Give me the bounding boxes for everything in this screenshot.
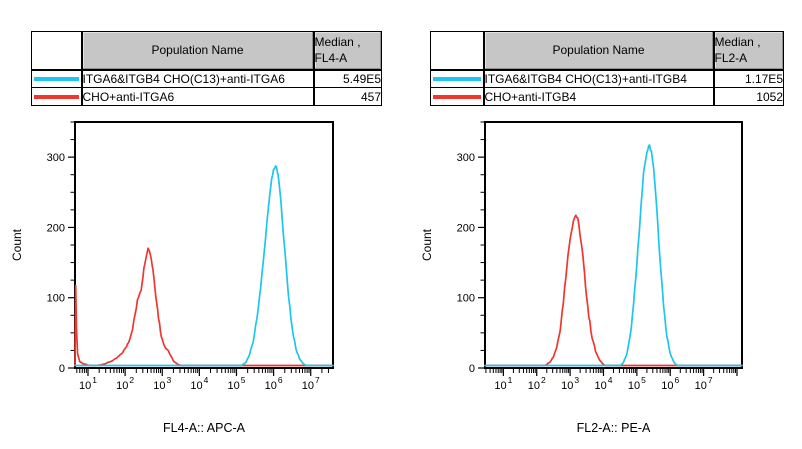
- population-name: CHO+anti-ITGA6: [80, 87, 314, 106]
- series-swatch-cell: [31, 87, 82, 106]
- legend-population-header: Population Name: [482, 31, 714, 71]
- legend-swatch-header: [430, 31, 484, 71]
- x-tick-label: 105: [227, 375, 245, 392]
- x-tick-label: 105: [628, 375, 646, 392]
- series-curve-red[interactable]: [74, 247, 334, 367]
- y-axis-title: Count: [420, 228, 434, 261]
- red-series-swatch: [433, 94, 481, 99]
- series-swatch-cell: [31, 69, 82, 88]
- y-axis: 0 100 200 300: [457, 121, 484, 375]
- legend-population-header: Population Name: [80, 31, 314, 71]
- legend-header-row: Population Name Median , FL4-A: [31, 31, 382, 71]
- x-tick-label: 104: [190, 375, 208, 392]
- x-axis-title: FL4-A:: APC-A: [163, 421, 246, 435]
- y-tick-label: 200: [47, 222, 65, 234]
- median-header-line1: Median ,: [714, 35, 761, 50]
- median-header-line2: FL4-A: [314, 51, 348, 66]
- x-axis: 101 102 103 104 105 106 107: [76, 369, 329, 392]
- population-name: ITGA6&ITGB4 CHO(C13)+anti-ITGB4: [482, 69, 714, 88]
- cyan-series-swatch: [34, 76, 79, 81]
- y-tick-label: 100: [457, 293, 475, 305]
- y-tick-label: 300: [457, 152, 475, 164]
- x-tick-label: 107: [302, 375, 320, 392]
- plot-frame: [484, 121, 743, 369]
- series-swatch-cell: [430, 87, 484, 106]
- x-tick-label: 107: [695, 375, 713, 392]
- x-tick-label: 102: [116, 375, 134, 392]
- x-axis: 101 102 103 104 105 106 107: [485, 369, 738, 392]
- legend-table-fl2[interactable]: Population Name Median , FL2-A ITGA6&ITG…: [430, 31, 784, 106]
- red-series-swatch: [34, 94, 79, 99]
- legend-row[interactable]: ITGA6&ITGB4 CHO(C13)+anti-ITGB4 1.17E5: [430, 69, 784, 88]
- y-tick-label: 300: [47, 152, 65, 164]
- legend-row[interactable]: CHO+anti-ITGB4 1052: [430, 87, 784, 106]
- series-swatch-cell: [430, 69, 484, 88]
- median-value: 1052: [712, 87, 784, 106]
- legend-header-row: Population Name Median , FL2-A: [430, 31, 784, 71]
- x-tick-label: 103: [153, 375, 171, 392]
- y-tick-label: 0: [59, 363, 65, 375]
- legend-median-header: Median , FL2-A: [712, 31, 784, 71]
- median-header-line1: Median ,: [314, 35, 361, 50]
- legend-median-header: Median , FL4-A: [312, 31, 382, 71]
- series-curve-red[interactable]: [484, 214, 743, 367]
- population-name: ITGA6&ITGB4 CHO(C13)+anti-ITGA6: [80, 69, 314, 88]
- median-value: 1.17E5: [712, 69, 784, 88]
- x-tick-label: 101: [79, 375, 97, 392]
- population-name: CHO+anti-ITGB4: [482, 87, 714, 106]
- series-curve-cyan[interactable]: [74, 165, 334, 367]
- x-tick-label: 106: [265, 375, 283, 392]
- median-value: 5.49E5: [312, 69, 382, 88]
- x-tick-label: 101: [494, 375, 512, 392]
- x-tick-label: 104: [594, 375, 612, 392]
- y-tick-label: 0: [469, 363, 475, 375]
- x-axis-title: FL2-A:: PE-A: [577, 421, 651, 435]
- legend-row[interactable]: CHO+anti-ITGA6 457: [31, 87, 382, 106]
- y-axis: 0 100 200 300: [47, 121, 74, 375]
- x-tick-label: 103: [561, 375, 579, 392]
- median-header-line2: FL2-A: [714, 51, 748, 66]
- x-tick-label: 102: [528, 375, 546, 392]
- series-curve-cyan[interactable]: [484, 144, 743, 367]
- y-tick-label: 200: [457, 222, 475, 234]
- y-tick-label: 100: [47, 293, 65, 305]
- cyan-series-swatch: [433, 76, 481, 81]
- plot-frame: [74, 121, 334, 369]
- legend-swatch-header: [31, 31, 82, 71]
- median-value: 457: [312, 87, 382, 106]
- legend-row[interactable]: ITGA6&ITGB4 CHO(C13)+anti-ITGA6 5.49E5: [31, 69, 382, 88]
- y-axis-title: Count: [10, 228, 24, 261]
- legend-table-fl4[interactable]: Population Name Median , FL4-A ITGA6&ITG…: [31, 31, 382, 106]
- x-tick-label: 106: [661, 375, 679, 392]
